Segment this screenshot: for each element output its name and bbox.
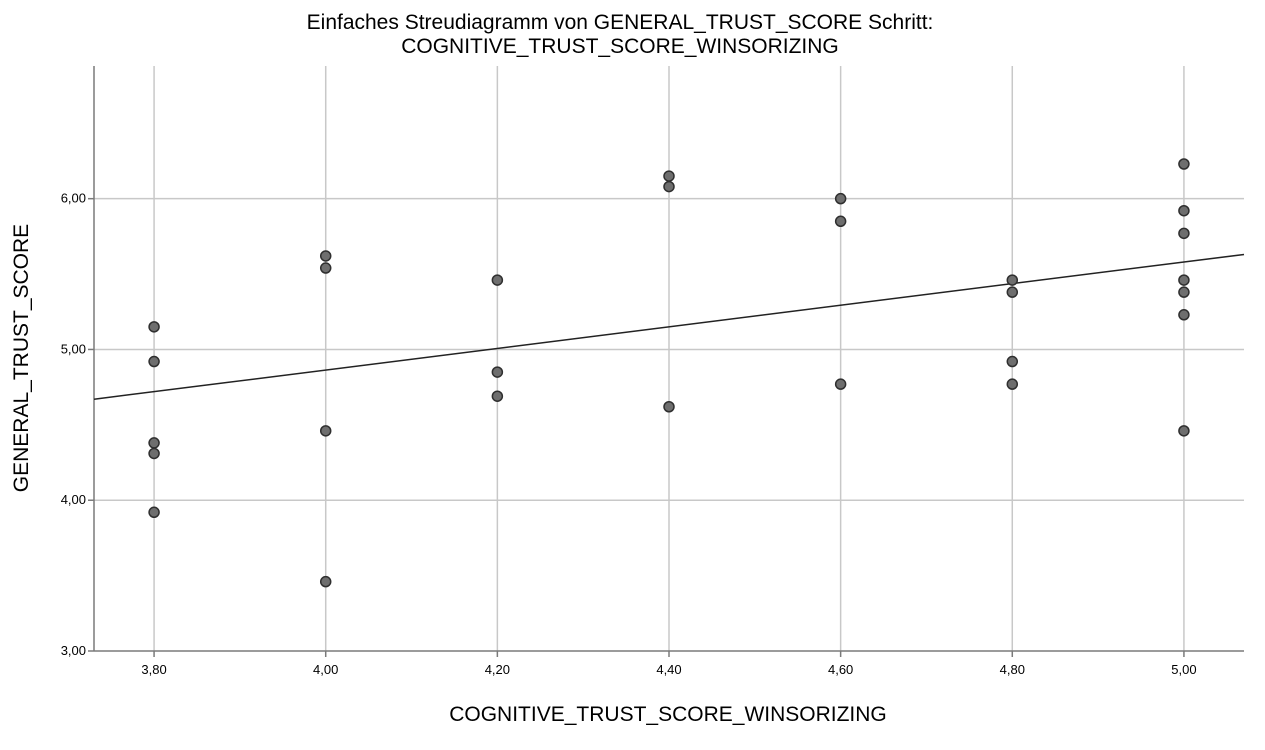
- x-axis-label: COGNITIVE_TRUST_SCORE_WINSORIZING: [449, 703, 887, 726]
- x-tick-label-4: 4,60: [828, 662, 853, 677]
- data-points: [148, 158, 1190, 588]
- y-axis-label: GENERAL_TRUST_SCORE: [10, 224, 33, 492]
- data-point-21: [1006, 378, 1019, 390]
- y-tick-label-3: 6,00: [61, 191, 86, 206]
- data-point-23: [1178, 204, 1190, 217]
- grid: [94, 66, 1244, 651]
- data-point-9: [491, 274, 504, 286]
- data-point-5: [319, 250, 332, 262]
- data-point-26: [1178, 286, 1190, 298]
- y-tick-label-0: 3,00: [61, 643, 86, 658]
- data-point-2: [148, 437, 160, 449]
- data-point-22: [1178, 158, 1190, 170]
- data-point-17: [834, 378, 847, 390]
- chart-title-line-2: COGNITIVE_TRUST_SCORE_WINSORIZING: [401, 35, 839, 58]
- regression-line: [93, 253, 1245, 400]
- data-point-15: [834, 192, 847, 205]
- tick-labels: 3,80 4,00 4,20 4,40 4,60 4,80 5,00 3,00 4,00 5,00…: [61, 191, 1197, 677]
- data-point-24: [1178, 227, 1190, 240]
- x-tick-label-3: 4,40: [656, 662, 681, 677]
- x-tick-label-6: 5,00: [1171, 662, 1196, 677]
- data-point-16: [834, 215, 847, 228]
- data-point-10: [491, 366, 504, 378]
- data-point-19: [1006, 286, 1019, 298]
- data-point-18: [1006, 274, 1019, 286]
- data-point-11: [491, 390, 504, 402]
- chart-title-line-1: Einfaches Streudiagramm von GENERAL_TRUS…: [307, 11, 934, 34]
- data-point-28: [1178, 425, 1190, 437]
- x-tick-label-1: 4,00: [313, 662, 338, 677]
- y-tick-label-2: 5,00: [61, 341, 86, 356]
- x-tick-label-5: 4,80: [1000, 662, 1025, 677]
- fit-line-group: [93, 253, 1245, 400]
- data-point-8: [319, 575, 332, 588]
- data-point-27: [1178, 309, 1190, 321]
- data-point-3: [148, 447, 160, 460]
- data-point-13: [663, 180, 675, 193]
- data-point-0: [148, 321, 160, 333]
- data-point-14: [663, 400, 675, 413]
- data-point-7: [319, 425, 332, 437]
- data-point-25: [1178, 274, 1190, 286]
- data-point-1: [148, 355, 160, 368]
- data-point-4: [148, 506, 160, 519]
- data-point-6: [319, 262, 332, 274]
- data-point-12: [663, 170, 675, 182]
- data-point-20: [1006, 355, 1019, 368]
- y-tick-label-1: 4,00: [61, 492, 86, 507]
- x-tick-label-2: 4,20: [485, 662, 510, 677]
- x-tick-label-0: 3,80: [141, 662, 166, 677]
